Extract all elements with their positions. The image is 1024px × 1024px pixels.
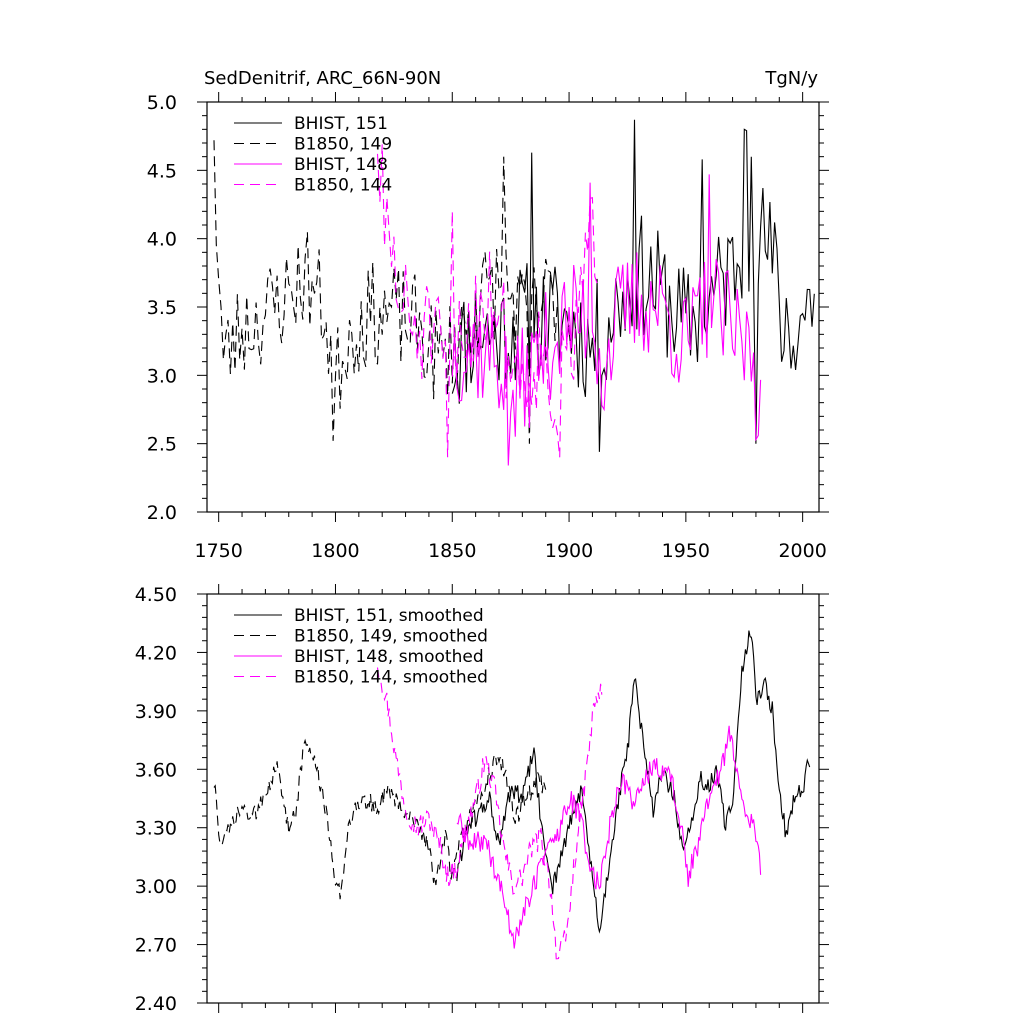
x-tick-label: 1800 (311, 540, 359, 562)
x-tick-label: 1750 (194, 540, 242, 562)
y-tick-label: 4.50 (135, 584, 177, 606)
y-tick-label: 2.0 (147, 502, 177, 524)
legend-label-2: B1850, 149 (294, 135, 392, 155)
series-line-1 (451, 119, 815, 452)
legend-label-4: B1850, 144 (294, 176, 392, 196)
y-tick-label: 2.70 (135, 935, 177, 957)
chart-title: SedDenitrif, ARC_66N-90N (204, 68, 441, 89)
x-tick-label: 2000 (778, 540, 826, 562)
legend-label-3: BHIST, 148 (294, 155, 388, 175)
legend-label-1: BHIST, 151 (294, 114, 388, 134)
x-tick-label: 1850 (428, 540, 476, 562)
x-tick-label: 1900 (545, 540, 593, 562)
y-tick-label: 3.0 (147, 365, 177, 387)
y-tick-label: 2.40 (135, 993, 177, 1015)
bottom-panel-smoothed: 2.40 2.70 3.00 3.30 3.60 3.90 4.20 4.50 BHIST, 1… (135, 584, 829, 1015)
legend-label-1: BHIST, 151, smoothed (294, 606, 484, 626)
series-line-2 (213, 140, 558, 444)
series-line-2 (213, 738, 547, 900)
y-tick-label: 4.5 (147, 160, 177, 182)
legend-label-3: BHIST, 148, smoothed (294, 647, 484, 667)
series-line-3 (451, 174, 762, 466)
y-tick-label: 4.0 (147, 229, 177, 251)
y-tick-label: 5.0 (147, 92, 177, 114)
y-tick-label: 3.5 (147, 297, 177, 319)
y-tick-label: 3.00 (135, 876, 177, 898)
series-line-4 (376, 144, 598, 458)
series-line-4 (376, 667, 603, 960)
series-line-3 (456, 725, 762, 949)
legend-label-4: B1850, 144, smoothed (294, 668, 488, 688)
y-tick-label: 3.90 (135, 701, 177, 723)
y-tick-label: 2.5 (147, 434, 177, 456)
y-tick-label: 3.60 (135, 759, 177, 781)
x-tick-label: 1950 (662, 540, 710, 562)
units-label: TgN/y (764, 68, 818, 89)
top-panel-raw: 1750 1800 1850 1900 1950 2000 2.0 2.5 3.0 3.5 4.0 4… (147, 92, 829, 562)
plot-frame (206, 593, 820, 1004)
series-line-1 (456, 630, 811, 934)
legend-label-2: B1850, 149, smoothed (294, 627, 488, 647)
y-tick-label: 4.20 (135, 642, 177, 664)
y-tick-label: 3.30 (135, 818, 177, 840)
